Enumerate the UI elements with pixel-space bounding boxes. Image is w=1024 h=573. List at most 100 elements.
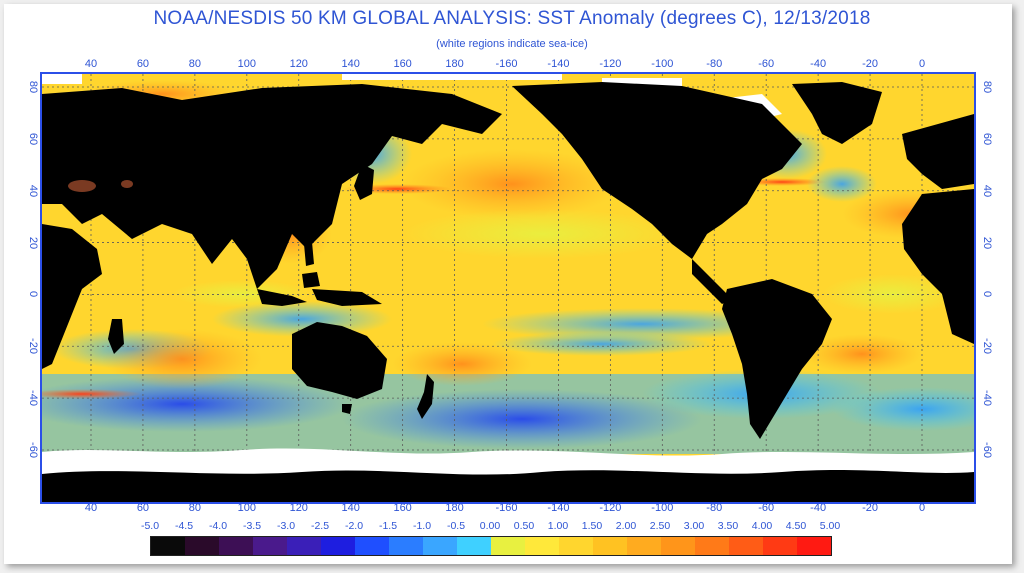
lat-label-left-3: 20 xyxy=(27,236,39,249)
colorbar-label-3: -3.5 xyxy=(242,520,262,532)
colorbar-swatch-10 xyxy=(491,537,525,555)
lon-label-top-0: 40 xyxy=(84,58,98,70)
lon-label-bottom-14: -40 xyxy=(810,502,827,514)
lon-label-top-15: -20 xyxy=(862,58,879,70)
lon-label-bottom-8: -160 xyxy=(495,502,518,514)
lat-label-left-1: 60 xyxy=(27,132,39,145)
colorbar-swatch-5 xyxy=(321,537,355,555)
lon-label-top-6: 160 xyxy=(393,58,412,70)
lat-label-right-5: -20 xyxy=(981,338,993,355)
colorbar-swatch-12 xyxy=(559,537,593,555)
lon-label-bottom-0: 40 xyxy=(84,502,98,514)
colorbar-swatch-2 xyxy=(219,537,253,555)
lon-label-bottom-15: -20 xyxy=(862,502,879,514)
colorbar-label-19: 4.50 xyxy=(785,520,807,532)
lon-label-top-2: 80 xyxy=(188,58,201,70)
colorbar-label-13: 1.50 xyxy=(581,520,603,532)
colorbar-label-15: 2.50 xyxy=(649,520,671,532)
lon-label-top-16: 0 xyxy=(918,58,926,70)
colorbar-labels: -5.0 -4.5 -4.0 -3.5 -3.0 -2.5 -2.0 -1.5 -1.0 -0.5… xyxy=(140,520,860,534)
colorbar-label-12: 1.00 xyxy=(547,520,569,532)
colorbar-swatch-6 xyxy=(355,537,389,555)
caspian-sea xyxy=(68,180,96,192)
lon-label-bottom-16: 0 xyxy=(918,502,926,514)
lon-label-bottom-1: 60 xyxy=(136,502,150,514)
lat-label-right-3: 20 xyxy=(981,236,993,249)
lon-label-top-10: -120 xyxy=(599,58,622,70)
colorbar-swatch-1 xyxy=(185,537,219,555)
lat-label-left-5: -20 xyxy=(27,338,39,355)
colorbar-swatch-4 xyxy=(287,537,321,555)
lon-label-top-11: -100 xyxy=(651,58,674,70)
lat-label-right-4: 0 xyxy=(981,291,993,298)
colorbar-label-14: 2.00 xyxy=(615,520,637,532)
colorbar-label-4: -3.0 xyxy=(276,520,296,532)
lon-label-top-1: 60 xyxy=(136,58,150,70)
colorbar-swatch-13 xyxy=(593,537,627,555)
colorbar-swatch-11 xyxy=(525,537,559,555)
colorbar-label-5: -2.5 xyxy=(310,520,330,532)
latitude-axis-right: 80 60 40 20 0 -20 -40 -60 xyxy=(976,72,993,504)
colorbar-label-16: 3.00 xyxy=(683,520,705,532)
greenland-landmass xyxy=(792,82,882,144)
colorbar xyxy=(150,536,832,556)
lat-label-right-6: -40 xyxy=(981,390,993,407)
colorbar-swatch-3 xyxy=(253,537,287,555)
lon-label-top-13: -60 xyxy=(758,58,775,70)
colorbar-label-1: -4.5 xyxy=(174,520,194,532)
lat-label-left-4: 0 xyxy=(27,291,39,298)
colorbar-swatch-7 xyxy=(389,537,423,555)
longitude-axis-bottom: 40 60 80 100 120 140 160 180 -160 -140 -120 -100 -80… xyxy=(0,502,1024,516)
lat-label-right-2: 40 xyxy=(981,184,993,197)
colorbar-label-2: -4.0 xyxy=(208,520,228,532)
sst-anomaly-map xyxy=(40,72,976,504)
australia-landmass xyxy=(292,322,387,399)
lon-label-bottom-6: 160 xyxy=(393,502,412,514)
colorbar-swatch-14 xyxy=(627,537,661,555)
antarctica-landmass xyxy=(42,470,974,502)
colorbar-label-10: 0.00 xyxy=(479,520,501,532)
lon-label-top-7: 180 xyxy=(445,58,464,70)
colorbar-swatch-16 xyxy=(695,537,729,555)
lon-label-top-12: -80 xyxy=(706,58,723,70)
lon-label-bottom-11: -100 xyxy=(651,502,674,514)
lat-label-right-1: 60 xyxy=(981,132,993,145)
lon-label-bottom-13: -60 xyxy=(758,502,775,514)
colorbar-label-9: -0.5 xyxy=(446,520,466,532)
lon-label-bottom-10: -120 xyxy=(599,502,622,514)
lon-label-top-3: 100 xyxy=(237,58,256,70)
lon-label-bottom-5: 140 xyxy=(341,502,360,514)
colorbar-label-20: 5.00 xyxy=(819,520,841,532)
lon-label-top-9: -140 xyxy=(547,58,570,70)
lon-label-bottom-3: 100 xyxy=(237,502,256,514)
colorbar-label-18: 4.00 xyxy=(751,520,773,532)
africa-landmass xyxy=(42,224,102,369)
colorbar-label-8: -1.0 xyxy=(412,520,432,532)
colorbar-label-17: 3.50 xyxy=(717,520,739,532)
lon-label-top-4: 120 xyxy=(289,58,308,70)
colorbar-label-6: -2.0 xyxy=(344,520,364,532)
colorbar-swatch-0 xyxy=(151,537,185,555)
land xyxy=(42,82,974,502)
colorbar-swatch-15 xyxy=(661,537,695,555)
north-america-landmass xyxy=(512,82,802,259)
lon-label-top-8: -160 xyxy=(495,58,518,70)
lat-label-left-2: 40 xyxy=(27,184,39,197)
lon-label-bottom-2: 80 xyxy=(188,502,201,514)
lon-label-bottom-4: 120 xyxy=(289,502,308,514)
colorbar-label-11: 0.50 xyxy=(513,520,535,532)
lon-label-bottom-12: -80 xyxy=(706,502,723,514)
colorbar-swatch-18 xyxy=(763,537,797,555)
longitude-axis-top: 40 60 80 100 120 140 160 180 -160 -140 -120 -100 -80… xyxy=(0,58,1024,72)
lon-label-top-14: -40 xyxy=(810,58,827,70)
lon-label-bottom-9: -140 xyxy=(547,502,570,514)
lat-label-right-0: 80 xyxy=(981,80,993,94)
colorbar-swatch-9 xyxy=(457,537,491,555)
lat-label-left-7: -60 xyxy=(27,442,39,458)
colorbar-label-0: -5.0 xyxy=(140,520,160,532)
page-subtitle: (white regions indicate sea-ice) xyxy=(436,38,588,50)
colorbar-swatch-8 xyxy=(423,537,457,555)
lat-label-left-6: -40 xyxy=(27,390,39,407)
colorbar-swatch-19 xyxy=(797,537,831,555)
eurasia-landmass xyxy=(42,84,502,289)
